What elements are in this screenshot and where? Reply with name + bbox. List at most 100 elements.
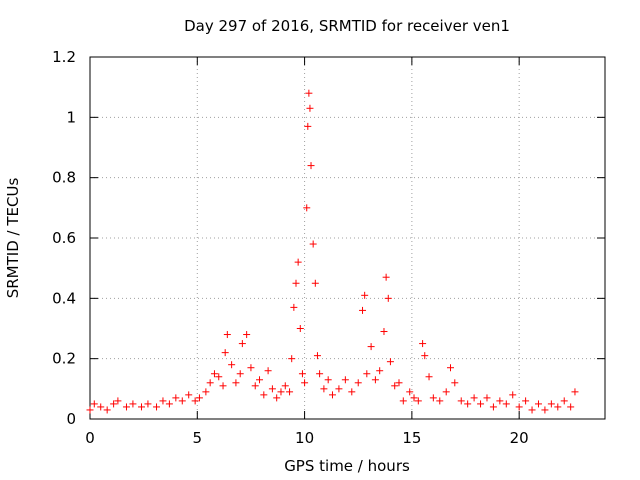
data-points — [86, 89, 579, 414]
data-point — [534, 400, 542, 408]
data-point — [320, 385, 328, 393]
data-point — [292, 279, 300, 287]
x-tick-label: 0 — [85, 429, 95, 447]
data-point — [414, 397, 422, 405]
data-point — [541, 406, 549, 414]
data-point — [502, 400, 510, 408]
data-point — [399, 397, 407, 405]
y-tick-label: 0.2 — [52, 350, 76, 368]
data-point — [386, 358, 394, 366]
data-point — [195, 394, 203, 402]
data-point — [311, 279, 319, 287]
data-point — [290, 303, 298, 311]
x-tick-label: 5 — [193, 429, 203, 447]
y-axis-label: SRMTID / TECUs — [4, 178, 22, 299]
data-point — [571, 388, 579, 396]
data-point — [277, 388, 285, 396]
x-axis-label: GPS time / hours — [284, 457, 410, 475]
data-point — [335, 385, 343, 393]
y-tick-label: 1.2 — [52, 48, 76, 66]
data-point — [442, 388, 450, 396]
data-point — [129, 400, 137, 408]
data-point — [114, 397, 122, 405]
data-point — [232, 379, 240, 387]
data-point — [307, 162, 315, 170]
data-point — [309, 240, 317, 248]
data-point — [247, 364, 255, 372]
data-point — [110, 400, 118, 408]
data-point — [451, 379, 459, 387]
data-point — [286, 388, 294, 396]
tick-layer: 0 0.2 0.4 0.6 0.8 1 1.2 0 5 10 15 20 — [52, 48, 605, 447]
y-tick-label: 1 — [66, 108, 76, 126]
data-point — [273, 394, 281, 402]
y-tick-label: 0 — [66, 410, 76, 428]
plot-frame-rect — [89, 56, 606, 420]
data-point — [376, 367, 384, 375]
data-point — [477, 400, 485, 408]
data-point — [547, 400, 555, 408]
data-point — [97, 403, 105, 411]
data-point — [406, 388, 414, 396]
data-point — [324, 376, 332, 384]
data-point — [380, 328, 388, 336]
data-point — [185, 391, 193, 399]
data-point — [202, 388, 210, 396]
data-point — [509, 391, 517, 399]
y-tick-label: 0.8 — [52, 169, 76, 187]
data-point — [560, 397, 568, 405]
data-point — [228, 361, 236, 369]
data-point — [367, 343, 375, 351]
data-point — [313, 352, 321, 360]
data-point — [260, 391, 268, 399]
data-point — [301, 379, 309, 387]
data-point — [515, 403, 523, 411]
data-point — [363, 370, 371, 378]
data-point — [138, 403, 145, 411]
data-point — [483, 394, 491, 402]
x-tick-label: 10 — [295, 429, 314, 447]
data-point — [567, 403, 575, 411]
data-point — [281, 382, 289, 390]
data-point — [103, 406, 111, 414]
data-point — [191, 397, 199, 405]
data-point — [172, 394, 180, 402]
data-point — [219, 382, 227, 390]
data-point — [361, 291, 369, 299]
data-point — [425, 373, 433, 381]
data-point — [470, 394, 478, 402]
data-point — [354, 379, 362, 387]
data-point — [382, 273, 390, 281]
data-point — [206, 379, 214, 387]
data-point — [528, 406, 536, 414]
data-point — [296, 325, 304, 332]
data-point — [90, 400, 98, 408]
data-point — [298, 370, 306, 378]
data-point — [264, 367, 272, 375]
data-point — [159, 397, 167, 405]
data-point — [371, 376, 379, 384]
data-point — [243, 331, 251, 339]
data-point — [238, 340, 246, 348]
plot-frame — [89, 56, 606, 420]
data-point — [328, 391, 336, 399]
x-tick-label: 20 — [510, 429, 529, 447]
data-point — [86, 406, 94, 414]
data-point — [348, 388, 356, 396]
data-point — [122, 403, 130, 411]
data-point — [306, 104, 314, 112]
y-tick-label: 0.6 — [52, 229, 76, 247]
data-point — [489, 403, 497, 411]
data-point — [522, 397, 530, 405]
data-point — [464, 400, 472, 408]
data-point — [215, 373, 223, 381]
chart-title: Day 297 of 2016, SRMTID for receiver ven… — [184, 17, 510, 35]
data-point — [256, 376, 264, 384]
data-point — [384, 294, 392, 302]
data-point — [447, 364, 454, 372]
data-point — [419, 340, 427, 348]
data-point — [304, 122, 312, 130]
data-point — [410, 394, 418, 402]
